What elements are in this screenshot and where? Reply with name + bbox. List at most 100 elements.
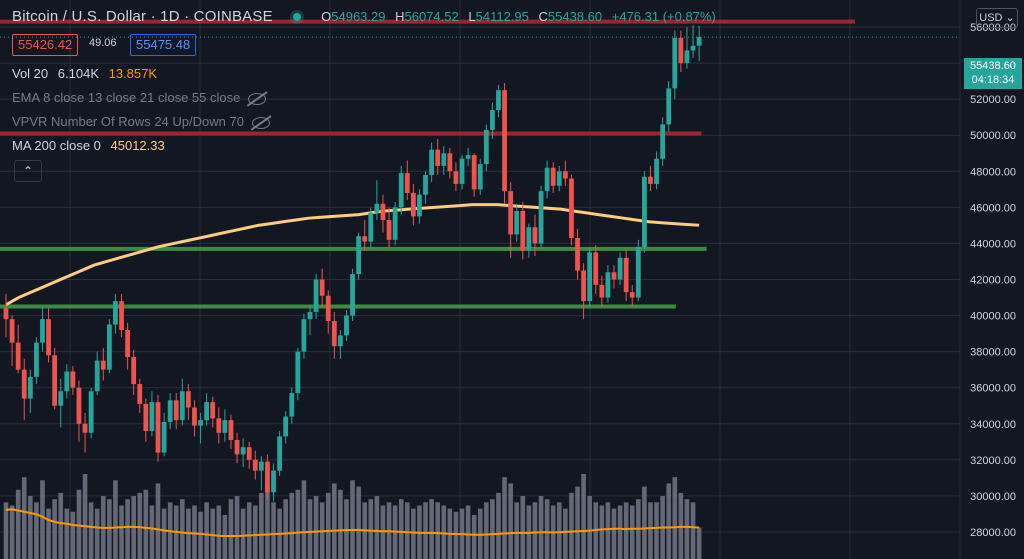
candle [490,102,495,139]
candle [556,165,562,192]
volume-bar [556,502,562,559]
candle-body [94,360,100,392]
candle-body [228,420,234,440]
candle [690,25,696,58]
candle [459,155,465,190]
candle-body [666,88,672,125]
candle-body [167,400,173,422]
legend-volume[interactable]: Vol 20 6.104K 13.857K [12,66,158,81]
candle [289,387,295,424]
candle-body [307,311,313,320]
candle-body [119,301,124,330]
candle-body [581,270,586,302]
candle [9,315,15,367]
price-tick-label: 52000.00 [970,94,1016,106]
candle [648,165,653,192]
candle-body [660,124,666,159]
candle-body [635,247,641,298]
volume-bar [252,505,258,559]
candle [143,398,149,442]
candle [538,185,544,249]
sell-price-button[interactable]: 55426.42 [12,34,79,56]
candle-body [216,418,222,433]
candle-body [198,420,203,426]
volume-bar [240,508,246,559]
volume-bar [581,474,586,559]
candle [514,203,520,242]
candle-body [34,342,39,377]
volume-bar [271,502,276,559]
volume-bar [216,505,222,559]
candle-body [173,400,179,421]
volume-bar [471,514,477,559]
volume-bar [350,480,355,559]
candles [3,25,702,502]
volume-bar [520,496,526,559]
volume-bar [210,508,216,559]
hidden-eye-icon[interactable] [251,116,270,129]
candle [15,324,21,374]
candle-body [192,407,197,426]
candle-body [532,227,538,244]
price-tick-label: 48000.00 [970,166,1016,178]
candle [654,151,659,190]
price-tick-label: 28000.00 [970,527,1016,539]
symbol-title[interactable]: Bitcoin / U.S. Dollar · 1D · COINBASE [12,8,273,25]
candle-body [271,470,276,493]
volume-bar [605,502,611,559]
candle-body [137,384,143,404]
volume-bar [368,499,374,559]
legend-ema[interactable]: EMA 8 close 13 close 21 close 55 close [12,90,267,105]
buy-price-button[interactable]: 55475.48 [130,34,197,56]
candle [88,387,94,439]
legend-ma[interactable]: MA 200 close 0 45012.33 [12,138,165,153]
candle-body [410,192,416,217]
candle [617,252,623,285]
volume-bar [623,502,629,559]
candle-body [344,315,349,336]
volume-bar [52,499,57,559]
candle-body [161,421,167,453]
volume-bar [538,496,544,559]
candle [64,364,70,399]
candle-body [538,191,544,244]
volume-bar [28,496,33,559]
hidden-eye-icon[interactable] [248,92,267,105]
candle [362,219,368,251]
volume-bar [94,508,100,559]
volume-bar [617,505,623,559]
candle [113,293,118,334]
legend-vpvr[interactable]: VPVR Number Of Rows 24 Up/Down 70 [12,114,270,129]
candle-body [258,461,264,471]
volume-bar [356,486,361,559]
candle [410,183,416,226]
candle-body [252,459,258,471]
volume-bar [64,508,70,559]
candle-body [508,191,514,235]
candle [319,268,325,307]
candle [465,147,471,166]
candle [192,400,197,437]
candle [660,117,666,166]
collapse-legend-button[interactable]: ⌃ [14,160,42,182]
candle [581,263,586,320]
volume-bar [654,502,659,559]
candle-body [106,324,112,370]
candle [672,30,678,100]
candle [161,412,167,457]
candle-body [277,436,282,471]
volume-bar [599,505,605,559]
candle [173,393,179,430]
candle-body [587,252,593,302]
candle-body [234,439,240,455]
candle [417,189,422,224]
candle-body [64,371,70,392]
currency-selector[interactable]: USD ⌄ [976,8,1018,28]
candle [477,158,483,195]
candle [520,201,526,260]
volume-bar [143,489,149,559]
volume-bar [15,489,21,559]
volume-bar [690,502,696,559]
volume-bar [423,502,428,559]
